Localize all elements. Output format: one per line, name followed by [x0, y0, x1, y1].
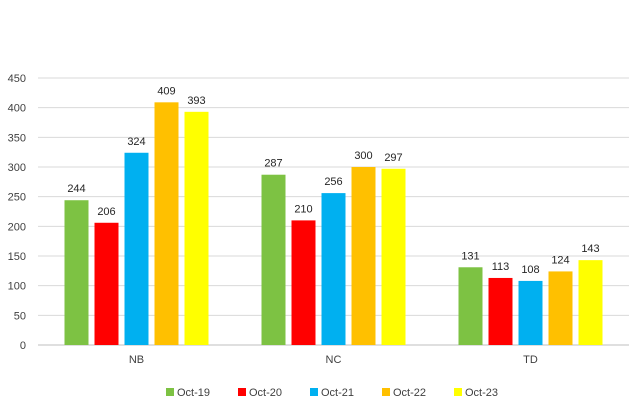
- legend-label: Oct-19: [177, 387, 210, 399]
- category-label: NB: [129, 354, 144, 366]
- data-label: 143: [581, 243, 599, 255]
- data-label: 244: [67, 183, 85, 195]
- legend-swatch: [310, 388, 318, 396]
- y-tick-label: 250: [8, 192, 26, 204]
- bar-td-oct-23: [578, 260, 603, 345]
- legend-label: Oct-20: [249, 387, 282, 399]
- y-axis-ticks: 0 50 100 150 200 250 300 350 400 450: [8, 73, 26, 352]
- data-label: 409: [157, 85, 175, 97]
- data-label: 206: [97, 206, 115, 218]
- bar-td-oct-22: [548, 271, 573, 345]
- data-label: 324: [127, 136, 145, 148]
- legend-label: Oct-22: [393, 387, 426, 399]
- y-tick-label: 100: [8, 281, 26, 293]
- data-label: 297: [384, 152, 402, 164]
- data-label: 124: [551, 254, 569, 266]
- data-label: 393: [187, 95, 205, 107]
- category-labels: NB NC TD: [129, 354, 538, 366]
- y-tick-label: 150: [8, 251, 26, 263]
- bar-nc-oct-19: [261, 174, 286, 345]
- y-tick-label: 350: [8, 132, 26, 144]
- legend-swatch: [382, 388, 390, 396]
- bar-nb-oct-23: [184, 111, 209, 345]
- data-label: 113: [492, 261, 510, 273]
- bar-td-oct-19: [458, 267, 483, 345]
- y-tick-label: 400: [8, 103, 26, 115]
- legend-label: Oct-23: [465, 387, 498, 399]
- y-tick-label: 200: [8, 221, 26, 233]
- data-label: 210: [294, 203, 312, 215]
- data-label: 108: [521, 264, 539, 276]
- legend: Oct-19 Oct-20 Oct-21 Oct-22 Oct-23: [166, 387, 498, 399]
- bar-nb-oct-21: [124, 152, 149, 345]
- bar-nb-oct-20: [94, 222, 119, 345]
- legend-label: Oct-21: [321, 387, 354, 399]
- data-label: 131: [461, 250, 479, 262]
- category-label: TD: [523, 354, 538, 366]
- bar-nc-oct-21: [321, 193, 346, 345]
- bar-td-oct-20: [488, 277, 513, 345]
- bar-nb-oct-19: [64, 200, 89, 345]
- data-label: 300: [354, 150, 372, 162]
- category-label: NC: [326, 354, 342, 366]
- y-tick-label: 50: [14, 310, 26, 322]
- data-label: 256: [324, 176, 342, 188]
- bars: [64, 102, 603, 346]
- data-label: 287: [264, 158, 282, 170]
- y-tick-label: 0: [20, 340, 26, 352]
- bar-nc-oct-20: [291, 220, 316, 345]
- bar-nc-oct-22: [351, 167, 376, 345]
- legend-swatch: [166, 388, 174, 396]
- legend-swatch: [238, 388, 246, 396]
- data-labels: 244 206 324 409 393 287 210 256 300 297 131 113 108 1…: [67, 85, 599, 276]
- bar-td-oct-21: [518, 280, 543, 345]
- bar-nb-oct-22: [154, 102, 179, 346]
- bar-nc-oct-23: [381, 168, 406, 345]
- legend-swatch: [454, 388, 462, 396]
- y-tick-label: 450: [8, 73, 26, 85]
- y-tick-label: 300: [8, 162, 26, 174]
